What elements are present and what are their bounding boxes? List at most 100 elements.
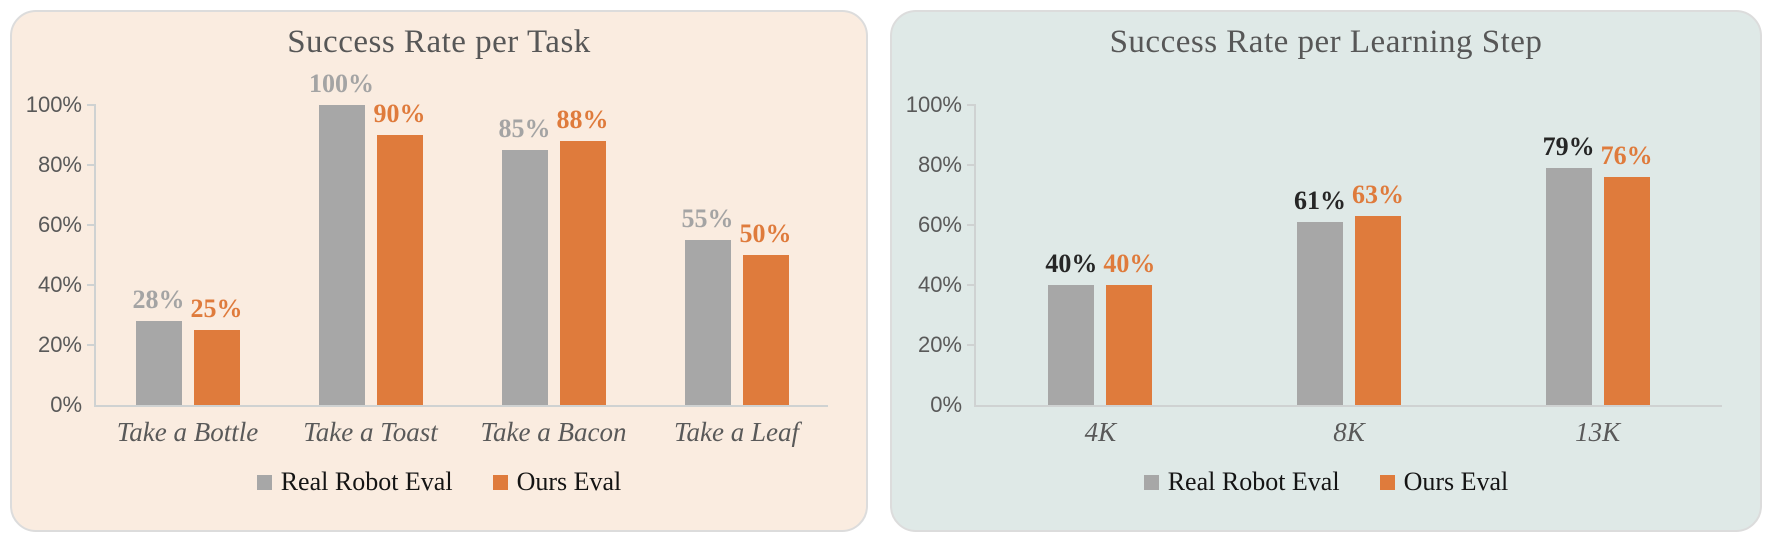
y-axis-tick-mark bbox=[967, 284, 976, 286]
bar-value-label: 88% bbox=[556, 105, 609, 134]
y-axis-tick-mark bbox=[87, 224, 96, 226]
x-axis-category-label: Take a Bottle bbox=[116, 417, 259, 447]
bar-wrap: 28% bbox=[133, 285, 185, 405]
y-axis-tick-label: 40% bbox=[917, 272, 962, 297]
y-axis-tick-label: 60% bbox=[37, 212, 82, 237]
y-axis-tick-mark bbox=[87, 104, 96, 106]
bar-wrap: 88% bbox=[557, 105, 609, 405]
y-axis-tick-label: 0% bbox=[930, 392, 962, 417]
legend-label: Real Robot Eval bbox=[1167, 467, 1340, 496]
legend-label: Real Robot Eval bbox=[280, 467, 453, 496]
bar bbox=[684, 240, 731, 405]
legend-label: Ours Eval bbox=[1403, 467, 1509, 496]
bar-groups: 40% 40% 4K 61% 63% 8K 79% 76% 13K bbox=[976, 105, 1722, 447]
bar-value-label: 25% bbox=[190, 294, 243, 323]
legend-color-chip bbox=[492, 474, 508, 490]
bar bbox=[559, 141, 606, 405]
bar bbox=[1354, 216, 1401, 405]
bar-wrap: 85% bbox=[499, 114, 551, 405]
bar bbox=[1106, 285, 1153, 405]
bar-value-label: 61% bbox=[1293, 186, 1346, 215]
bar-value-label: 90% bbox=[373, 99, 426, 128]
bar-group: 85% 88% Take a Bacon bbox=[481, 105, 627, 447]
bar-wrap: 79% bbox=[1543, 132, 1595, 405]
bar-value-label: 79% bbox=[1542, 132, 1595, 161]
legend: Real Robot Eval Ours Eval bbox=[12, 467, 866, 497]
bar-wrap: 90% bbox=[374, 99, 426, 405]
bar-value-label: 85% bbox=[498, 114, 551, 143]
y-axis-tick-mark bbox=[967, 104, 976, 106]
x-axis-category-label: Take a Bacon bbox=[480, 417, 627, 447]
legend-item: Ours Eval bbox=[492, 467, 621, 497]
y-axis-tick-label: 80% bbox=[37, 152, 82, 177]
legend-item: Ours Eval bbox=[1379, 467, 1509, 497]
bar-groups: 28% 25% Take a Bottle 100% 90% Take a Toast 85… bbox=[96, 69, 828, 447]
y-axis-tick-mark bbox=[967, 344, 976, 346]
bar-value-label: 55% bbox=[681, 204, 734, 233]
y-axis-tick-label: 100% bbox=[25, 92, 82, 117]
legend-color-chip bbox=[1143, 474, 1159, 490]
y-axis-tick-mark bbox=[87, 164, 96, 166]
y-axis-tick-mark bbox=[87, 344, 96, 346]
legend-color-chip bbox=[1379, 474, 1395, 490]
y-axis-tick-label: 0% bbox=[50, 392, 82, 417]
y-axis-tick-mark bbox=[87, 284, 96, 286]
chart-title-learning-step: Success Rate per Learning Step bbox=[1109, 24, 1543, 60]
bar bbox=[742, 255, 789, 405]
bar-value-label: 28% bbox=[132, 285, 185, 314]
learning-step-bar-chart: 0% 20% 40% 60% 80% 100% 40% 40% 4K 61% 63% 8K 79% 76%… bbox=[892, 92, 1760, 497]
bar-group: 40% 40% 4K bbox=[1045, 249, 1155, 447]
x-axis-category-label: 4K bbox=[1084, 417, 1117, 447]
bar bbox=[1296, 222, 1343, 405]
x-axis-category-label: 13K bbox=[1575, 417, 1621, 447]
bar-wrap: 40% bbox=[1103, 249, 1155, 405]
bar bbox=[1048, 285, 1095, 405]
bar-value-label: 40% bbox=[1103, 249, 1156, 278]
plot-area: 0% 20% 40% 60% 80% 100% 28% 25% Take a Bottle 100… bbox=[26, 69, 828, 447]
bar-group: 28% 25% Take a Bottle bbox=[117, 285, 259, 447]
x-axis-category-label: Take a Leaf bbox=[673, 417, 800, 447]
y-axis-tick-label: 40% bbox=[37, 272, 82, 297]
bar-group: 79% 76% 13K bbox=[1543, 132, 1653, 447]
bar-value-label: 100% bbox=[309, 69, 374, 98]
bar bbox=[376, 135, 423, 405]
task-bar-chart: 0% 20% 40% 60% 80% 100% 28% 25% Take a Bottle 100… bbox=[12, 69, 866, 497]
legend-item: Real Robot Eval bbox=[1143, 467, 1340, 497]
bar-wrap: 100% bbox=[309, 69, 374, 405]
legend-color-chip bbox=[256, 474, 272, 490]
y-axis-tick-mark bbox=[967, 224, 976, 226]
bar bbox=[1545, 168, 1592, 405]
x-axis-category-label: Take a Toast bbox=[303, 417, 438, 447]
y-axis-tick-label: 20% bbox=[917, 332, 962, 357]
success-rate-per-learning-step-panel: Success Rate per Learning Step 0% 20% 40% 6… bbox=[890, 10, 1762, 532]
bar bbox=[318, 105, 365, 405]
legend: Real Robot Eval Ours Eval bbox=[892, 467, 1760, 497]
bar-value-label: 40% bbox=[1045, 249, 1098, 278]
bar-value-label: 63% bbox=[1351, 180, 1404, 209]
y-axis-tick-label: 100% bbox=[905, 92, 962, 117]
x-axis-category-label: 8K bbox=[1333, 417, 1365, 447]
bar-value-label: 76% bbox=[1600, 141, 1653, 170]
bar-wrap: 55% bbox=[682, 204, 734, 405]
bar-wrap: 25% bbox=[191, 294, 243, 405]
bar-wrap: 61% bbox=[1294, 186, 1346, 405]
success-rate-per-task-panel: Success Rate per Task 0% 20% 40% 60% 80% 100%… bbox=[10, 10, 868, 532]
bar bbox=[193, 330, 240, 405]
y-axis-tick-label: 20% bbox=[37, 332, 82, 357]
bar bbox=[135, 321, 182, 405]
bar-value-label: 50% bbox=[739, 219, 792, 248]
y-axis-tick-mark bbox=[967, 164, 976, 166]
bar-wrap: 50% bbox=[740, 219, 792, 405]
y-axis-tick-label: 60% bbox=[917, 212, 962, 237]
bar bbox=[501, 150, 548, 405]
y-axis-tick-label: 80% bbox=[917, 152, 962, 177]
chart-title-task: Success Rate per Task bbox=[287, 24, 591, 60]
bar-group: 100% 90% Take a Toast bbox=[303, 69, 438, 447]
bar-wrap: 63% bbox=[1352, 180, 1404, 405]
bar-group: 61% 63% 8K bbox=[1294, 180, 1404, 447]
bar-wrap: 40% bbox=[1045, 249, 1097, 405]
bar-group: 55% 50% Take a Leaf bbox=[674, 204, 799, 447]
bar bbox=[1603, 177, 1650, 405]
legend-item: Real Robot Eval bbox=[256, 467, 453, 497]
